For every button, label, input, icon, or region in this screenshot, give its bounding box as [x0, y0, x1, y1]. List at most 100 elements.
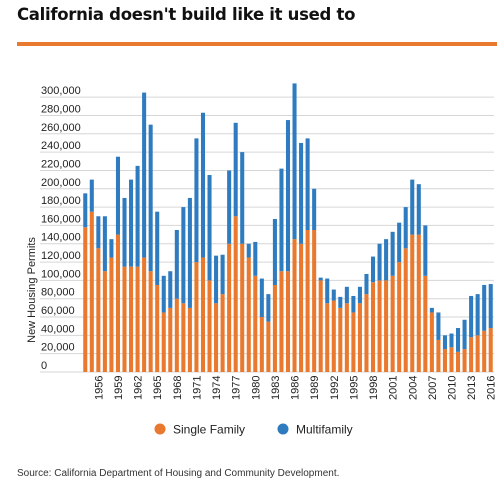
- x-tick-label: 1983: [270, 376, 282, 400]
- x-tick-label: 1956: [93, 376, 105, 400]
- bar-multifamily: [442, 335, 447, 350]
- bar-single-family: [181, 303, 186, 372]
- bar-multifamily: [253, 241, 258, 276]
- y-tick-label: 160,000: [41, 213, 81, 225]
- bar-single-family: [377, 280, 382, 372]
- bar-multifamily: [129, 179, 134, 267]
- bar-multifamily: [266, 294, 271, 322]
- bar-single-family: [370, 282, 376, 372]
- y-tick-label: 100,000: [41, 268, 81, 280]
- y-tick-label: 120,000: [41, 250, 81, 262]
- bar-multifamily: [181, 207, 186, 304]
- bar-multifamily: [299, 142, 304, 244]
- bar-single-family: [469, 337, 474, 372]
- bar-single-family: [259, 317, 264, 372]
- y-tick-label: 200,000: [41, 177, 81, 189]
- bar-single-family: [325, 303, 330, 372]
- bar-single-family: [416, 234, 421, 372]
- x-tick-label: 1995: [348, 376, 360, 400]
- x-tick-label: 2004: [407, 376, 419, 400]
- bar-single-family: [148, 271, 153, 372]
- bar-single-family: [155, 284, 160, 372]
- bar-single-family: [109, 257, 114, 372]
- x-tick-label: 2001: [388, 376, 400, 400]
- bar-multifamily: [357, 286, 362, 304]
- bar-multifamily: [312, 188, 317, 230]
- bar-single-family: [279, 271, 284, 372]
- bar-single-family: [174, 298, 179, 372]
- bar-multifamily: [161, 275, 166, 313]
- x-tick-label: 1971: [191, 376, 203, 400]
- bar-single-family: [272, 284, 277, 372]
- legend-swatch-single-family: [154, 423, 166, 435]
- bar-multifamily: [325, 278, 330, 304]
- x-tick-label: 2010: [446, 376, 458, 400]
- x-tick-label: 1992: [329, 376, 341, 400]
- bar-multifamily: [482, 284, 487, 331]
- chart-title: California doesn't build like it used to: [17, 5, 356, 24]
- bar-single-family: [187, 307, 192, 372]
- x-tick-label: 1968: [172, 376, 184, 400]
- bar-multifamily: [351, 295, 356, 313]
- x-tick-label: 1965: [152, 376, 164, 400]
- bar-multifamily: [469, 295, 474, 338]
- y-axis-label: New Housing Permits: [26, 237, 38, 343]
- bar-single-family: [142, 257, 147, 372]
- x-tick-labels: 1956 1959 1962 1965 1968 1971 1974 1977 1980 1983…: [93, 376, 497, 400]
- x-tick-label: 1989: [309, 376, 321, 400]
- bar-multifamily: [331, 289, 336, 301]
- bar-multifamily: [475, 294, 480, 336]
- bar-single-family: [83, 227, 88, 372]
- bar-multifamily: [364, 273, 369, 295]
- bar-multifamily: [83, 193, 88, 228]
- bar-single-family: [456, 351, 461, 372]
- bar-single-family: [285, 271, 291, 372]
- bar-multifamily: [370, 256, 376, 283]
- bar-multifamily: [410, 179, 415, 235]
- bar-multifamily: [292, 83, 297, 240]
- bar-single-family: [233, 216, 238, 372]
- bar-multifamily: [148, 124, 153, 272]
- y-tick-label: 80,000: [41, 287, 75, 299]
- bar-single-family: [318, 280, 323, 372]
- bar-single-family: [220, 294, 225, 372]
- bar-multifamily: [102, 216, 107, 272]
- bar-single-family: [129, 266, 134, 372]
- x-tick-label: 2013: [466, 376, 478, 400]
- bar-single-family: [246, 257, 251, 372]
- bar-multifamily: [390, 231, 395, 276]
- bar-single-family: [115, 234, 120, 372]
- x-tick-label: 1974: [211, 376, 223, 400]
- x-tick-label: 1977: [231, 376, 243, 400]
- x-tick-label: 1998: [368, 376, 380, 400]
- stacked-bar-chart: 0 20,000 40,000 60,000 80,000 100,000 120,000 1…: [26, 83, 498, 437]
- y-tick-label: 60,000: [41, 305, 75, 317]
- bar-multifamily: [305, 138, 310, 230]
- bar-single-family: [299, 243, 304, 372]
- bar-single-family: [135, 266, 140, 372]
- bar-multifamily: [220, 254, 225, 295]
- bar-single-family: [266, 321, 271, 372]
- y-tick-labels: 0 20,000 40,000 60,000 80,000 100,000 120,000 1…: [41, 85, 81, 372]
- legend-swatch-multifamily: [277, 423, 289, 435]
- bar-multifamily: [214, 255, 219, 304]
- bar-single-family: [96, 248, 101, 372]
- bar-single-family: [384, 280, 389, 372]
- bar-multifamily: [240, 152, 245, 244]
- bar-single-family: [227, 243, 232, 372]
- bar-multifamily: [200, 112, 206, 258]
- y-tick-label: 260,000: [41, 122, 81, 134]
- bar-single-family: [410, 234, 415, 372]
- bar-multifamily: [142, 92, 147, 258]
- bar-multifamily: [187, 197, 192, 308]
- bar-single-family: [482, 330, 487, 372]
- bar-multifamily: [246, 243, 251, 258]
- bar-multifamily: [279, 168, 284, 272]
- x-tick-label: 2007: [427, 376, 439, 400]
- bar-multifamily: [89, 179, 94, 212]
- bar-single-family: [449, 347, 454, 372]
- bar-single-family: [194, 262, 199, 372]
- bar-single-family: [214, 303, 219, 372]
- bar-single-family: [436, 339, 441, 372]
- title-underline: [17, 42, 497, 46]
